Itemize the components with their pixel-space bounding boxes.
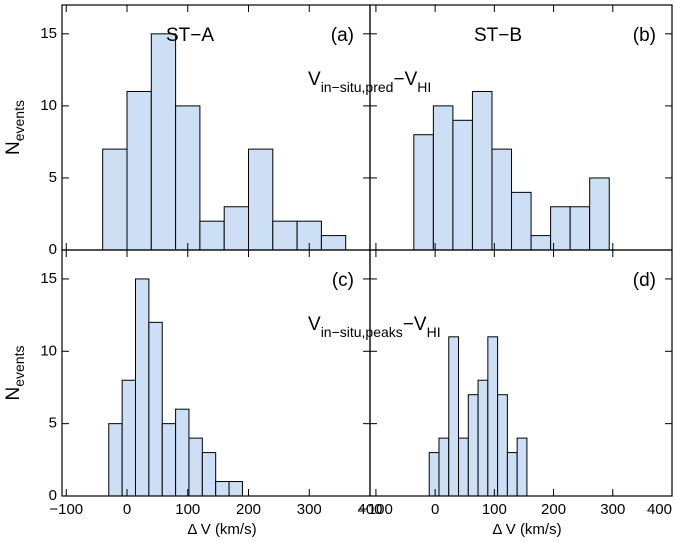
annotation-sub: in−situ,peaks bbox=[321, 324, 403, 340]
bar bbox=[438, 437, 450, 497]
bar bbox=[272, 220, 298, 251]
bar bbox=[471, 90, 493, 251]
bar bbox=[102, 148, 128, 251]
y-tick-label: 10 bbox=[40, 342, 57, 359]
panel-label: (d) bbox=[633, 270, 656, 291]
bar bbox=[569, 206, 591, 251]
bar bbox=[497, 394, 508, 497]
x-tick-label: 0 bbox=[123, 501, 131, 518]
y-tick-label: 15 bbox=[40, 270, 57, 287]
annotation-main: V bbox=[308, 69, 321, 90]
bar bbox=[148, 321, 163, 497]
bar bbox=[188, 437, 203, 497]
bar bbox=[458, 437, 469, 497]
bar bbox=[150, 33, 177, 251]
y-tick-label: 10 bbox=[40, 97, 57, 114]
bar bbox=[452, 119, 473, 251]
y-tick-label: 5 bbox=[49, 415, 57, 432]
x-tick-label: 200 bbox=[541, 501, 566, 518]
bar bbox=[487, 336, 499, 497]
panel-title: ST−B bbox=[474, 25, 522, 46]
x-tick-label: 0 bbox=[431, 501, 439, 518]
bar bbox=[175, 105, 201, 251]
bar bbox=[320, 235, 347, 251]
x-tick-label: 400 bbox=[357, 501, 382, 518]
panel-title: ST−A bbox=[166, 25, 214, 46]
x-tick-label: 300 bbox=[600, 501, 625, 518]
x-axis-label: Δ V (km/s) bbox=[187, 521, 256, 538]
bar bbox=[121, 379, 137, 497]
panel-label: (a) bbox=[331, 25, 354, 46]
annotation-main: −V bbox=[393, 69, 417, 90]
x-tick-label: 100 bbox=[175, 501, 200, 518]
bar bbox=[506, 452, 518, 497]
bar bbox=[589, 177, 610, 251]
bar bbox=[413, 134, 434, 251]
bar bbox=[428, 452, 440, 497]
x-tick-label: 100 bbox=[482, 501, 507, 518]
y-tick-label: 5 bbox=[49, 169, 57, 186]
bar bbox=[511, 191, 532, 251]
annotation: Vin−situ,peaks−VHI bbox=[308, 314, 441, 340]
y-tick-label: 0 bbox=[49, 241, 57, 258]
bar bbox=[432, 105, 454, 251]
bar bbox=[228, 481, 243, 497]
annotation-sub: in−situ,pred bbox=[321, 79, 394, 95]
plot-frame bbox=[369, 249, 673, 497]
bar bbox=[161, 423, 177, 497]
bar bbox=[516, 437, 528, 497]
bar bbox=[199, 220, 225, 251]
annotation-sub: HI bbox=[427, 324, 441, 340]
y-axis-label: Nevents bbox=[3, 346, 27, 401]
y-axis-label-main: N bbox=[3, 387, 24, 401]
bar bbox=[201, 452, 217, 497]
x-tick-label: 400 bbox=[647, 501, 672, 518]
x-tick-label: 300 bbox=[297, 501, 322, 518]
bar bbox=[108, 423, 123, 497]
bar bbox=[215, 481, 230, 497]
y-tick-label: 0 bbox=[49, 487, 57, 504]
bar bbox=[248, 148, 274, 251]
bar bbox=[467, 394, 479, 497]
x-tick-label: 200 bbox=[236, 501, 261, 518]
y-axis-label-sub: events bbox=[11, 346, 27, 387]
y-axis-label: Nevents bbox=[3, 100, 27, 155]
y-axis-label-sub: events bbox=[11, 100, 27, 141]
x-tick-label: −100 bbox=[49, 501, 83, 518]
bar bbox=[477, 379, 489, 497]
bar bbox=[491, 148, 513, 251]
panel-label: (c) bbox=[332, 270, 354, 291]
bar bbox=[126, 90, 152, 251]
bar bbox=[530, 235, 552, 251]
annotation-main: V bbox=[308, 314, 321, 335]
annotation-sub: HI bbox=[417, 79, 431, 95]
bar bbox=[135, 278, 150, 497]
x-tick-label: −100 bbox=[359, 501, 393, 518]
annotation-main: −V bbox=[403, 314, 427, 335]
y-tick-label: 15 bbox=[40, 25, 57, 42]
bar bbox=[175, 408, 190, 497]
y-axis-label-main: N bbox=[3, 141, 24, 155]
bar bbox=[448, 336, 460, 497]
x-axis-label: Δ V (km/s) bbox=[492, 521, 561, 538]
annotation: Vin−situ,pred−VHI bbox=[308, 69, 431, 95]
bar bbox=[223, 206, 250, 251]
panel-label: (b) bbox=[633, 25, 656, 46]
